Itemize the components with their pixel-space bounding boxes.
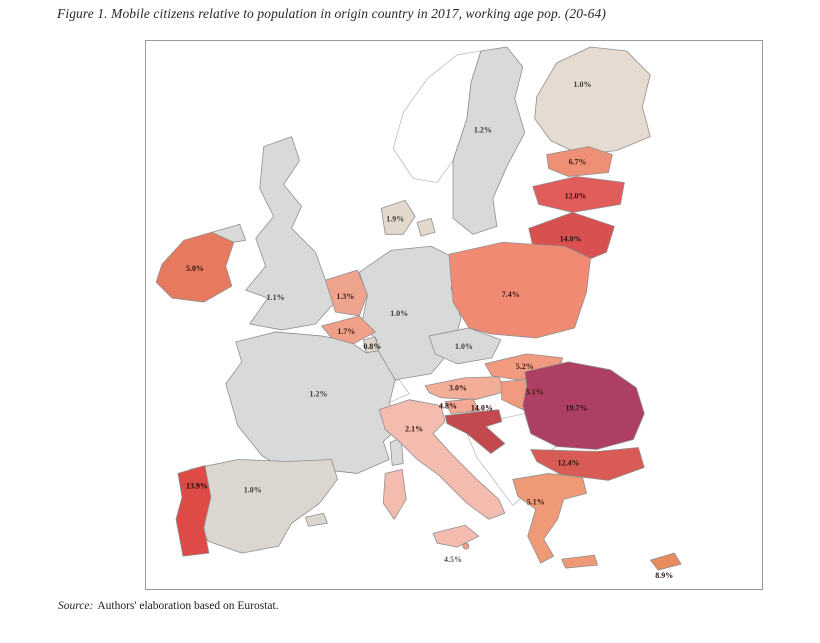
value-label-czechia: 1.0% [455,342,473,351]
country-romania [522,361,645,450]
value-label-croatia: 14.0% [471,404,493,413]
value-label-netherlands: 1.3% [336,292,354,301]
value-label-hungary: 5.1% [526,388,544,397]
value-label-luxembourg: 0.8% [363,342,381,351]
value-label-austria: 3.0% [449,384,467,393]
country-austria [424,376,506,401]
country-poland [448,241,591,339]
value-label-spain: 1.0% [244,485,262,494]
value-label-slovenia: 4.8% [439,402,457,411]
figure-title: Figure 1. Mobile citizens relative to po… [57,6,606,21]
value-label-finland: 1.0% [574,80,592,89]
value-label-italy: 2.1% [405,425,423,434]
value-label-portugal: 13.9% [186,481,208,490]
country-bulgaria [530,447,645,481]
country-latvia [532,176,625,213]
value-label-malta: 4.5% [444,555,462,564]
value-label-romania: 19.7% [566,404,588,413]
map-frame: 1.0% 1.2% 6.7% 12.0% 14.0% 1.9% 5.0% 1.1% 1.3% 1.… [145,40,763,590]
value-label-cyprus: 8.9% [655,571,673,580]
value-label-denmark: 1.9% [386,214,404,223]
country-belgium [321,315,376,345]
country-cyprus [649,552,682,571]
value-label-estonia: 6.7% [569,158,587,167]
country-estonia [546,146,613,177]
value-label-sweden: 1.2% [474,126,492,135]
country-france [225,331,404,474]
europe-choropleth-map: 1.0% 1.2% 6.7% 12.0% 14.0% 1.9% 5.0% 1.1% 1.3% 1.… [155,46,682,580]
country-uk [211,136,334,331]
value-label-greece: 5.1% [527,497,545,506]
country-croatia [444,409,506,454]
value-label-france: 1.2% [310,390,328,399]
value-label-lithuania: 14.0% [560,234,582,243]
country-netherlands [325,269,368,317]
country-denmark [380,200,436,237]
country-ireland [155,231,235,303]
country-portugal [175,465,212,557]
labels-layer: 1.0% 1.2% 6.7% 12.0% 14.0% 1.9% 5.0% 1.1% 1.3% 1.… [186,80,673,580]
value-label-germany: 1.0% [390,309,408,318]
value-label-ireland: 5.0% [186,264,204,273]
value-label-belgium: 1.7% [337,327,355,336]
source-line: Source: Authors' elaboration based on Eur… [58,600,279,612]
source-text: Authors' elaboration based on Eurostat. [97,600,279,612]
value-label-bulgaria: 12.4% [558,458,580,467]
value-label-latvia: 12.0% [565,191,587,200]
value-label-uk: 1.1% [267,293,285,302]
value-label-poland: 7.4% [502,290,520,299]
country-spain [186,459,338,554]
country-slovenia [444,398,480,415]
country-finland [534,46,651,155]
country-malta [462,542,470,550]
value-label-slovakia: 5.2% [516,362,534,371]
country-greece [512,473,598,569]
source-label: Source: [58,600,94,612]
country-sweden [452,46,526,235]
country-italy [378,399,506,548]
